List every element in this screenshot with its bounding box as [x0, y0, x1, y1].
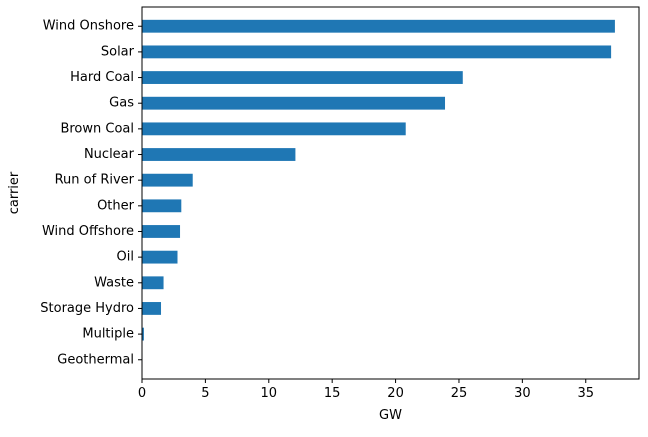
y-axis-title: carrier	[7, 171, 22, 214]
y-tick-label: Other	[97, 198, 135, 213]
x-ticks-group: 0 5 10 15 20 25 30 35	[138, 379, 594, 401]
bar-oil	[142, 250, 178, 264]
y-tick-label: Brown Coal	[60, 121, 134, 136]
y-tick-label: Geothermal	[57, 352, 134, 367]
y-tick-label: Run of River	[55, 173, 135, 188]
y-tick-label: Nuclear	[84, 147, 135, 162]
bar-brown-coal	[142, 122, 406, 136]
y-tick-label: Gas	[109, 96, 134, 111]
y-ticks-group: Wind Onshore Solar Hard Coal Gas Brown Coal N…	[40, 19, 142, 367]
bar-run-of-river	[142, 173, 193, 187]
bar-waste	[142, 276, 164, 290]
bar-nuclear	[142, 148, 296, 161]
bars-group	[142, 19, 615, 367]
bar-hard-coal	[142, 71, 463, 84]
y-tick-label: Oil	[117, 250, 134, 265]
x-tick-label: 30	[514, 386, 531, 401]
x-tick-label: 10	[261, 386, 278, 401]
x-tick-label: 35	[577, 386, 594, 401]
plot-frame	[141, 6, 640, 380]
bar-gas	[142, 96, 446, 110]
bar-solar	[142, 45, 612, 59]
bar-other	[142, 199, 182, 213]
bar-storage-hydro	[142, 302, 162, 315]
y-tick-label: Multiple	[82, 327, 134, 342]
y-tick-label: Wind Onshore	[43, 19, 134, 34]
y-tick-label: Waste	[94, 275, 134, 290]
x-tick-label: 25	[451, 386, 468, 401]
y-tick-label: Wind Offshore	[42, 224, 134, 239]
y-tick-label: Solar	[101, 44, 135, 59]
x-tick-label: 15	[324, 386, 341, 401]
bar-multiple	[142, 327, 144, 341]
x-tick-label: 20	[387, 386, 404, 401]
bar-wind-onshore	[142, 19, 615, 33]
x-tick-label: 0	[138, 386, 146, 401]
y-tick-label: Storage Hydro	[40, 301, 134, 316]
x-axis-title: GW	[379, 408, 402, 423]
y-tick-label: Hard Coal	[70, 70, 134, 85]
x-tick-label: 5	[201, 386, 209, 401]
bar-wind-offshore	[142, 225, 181, 238]
